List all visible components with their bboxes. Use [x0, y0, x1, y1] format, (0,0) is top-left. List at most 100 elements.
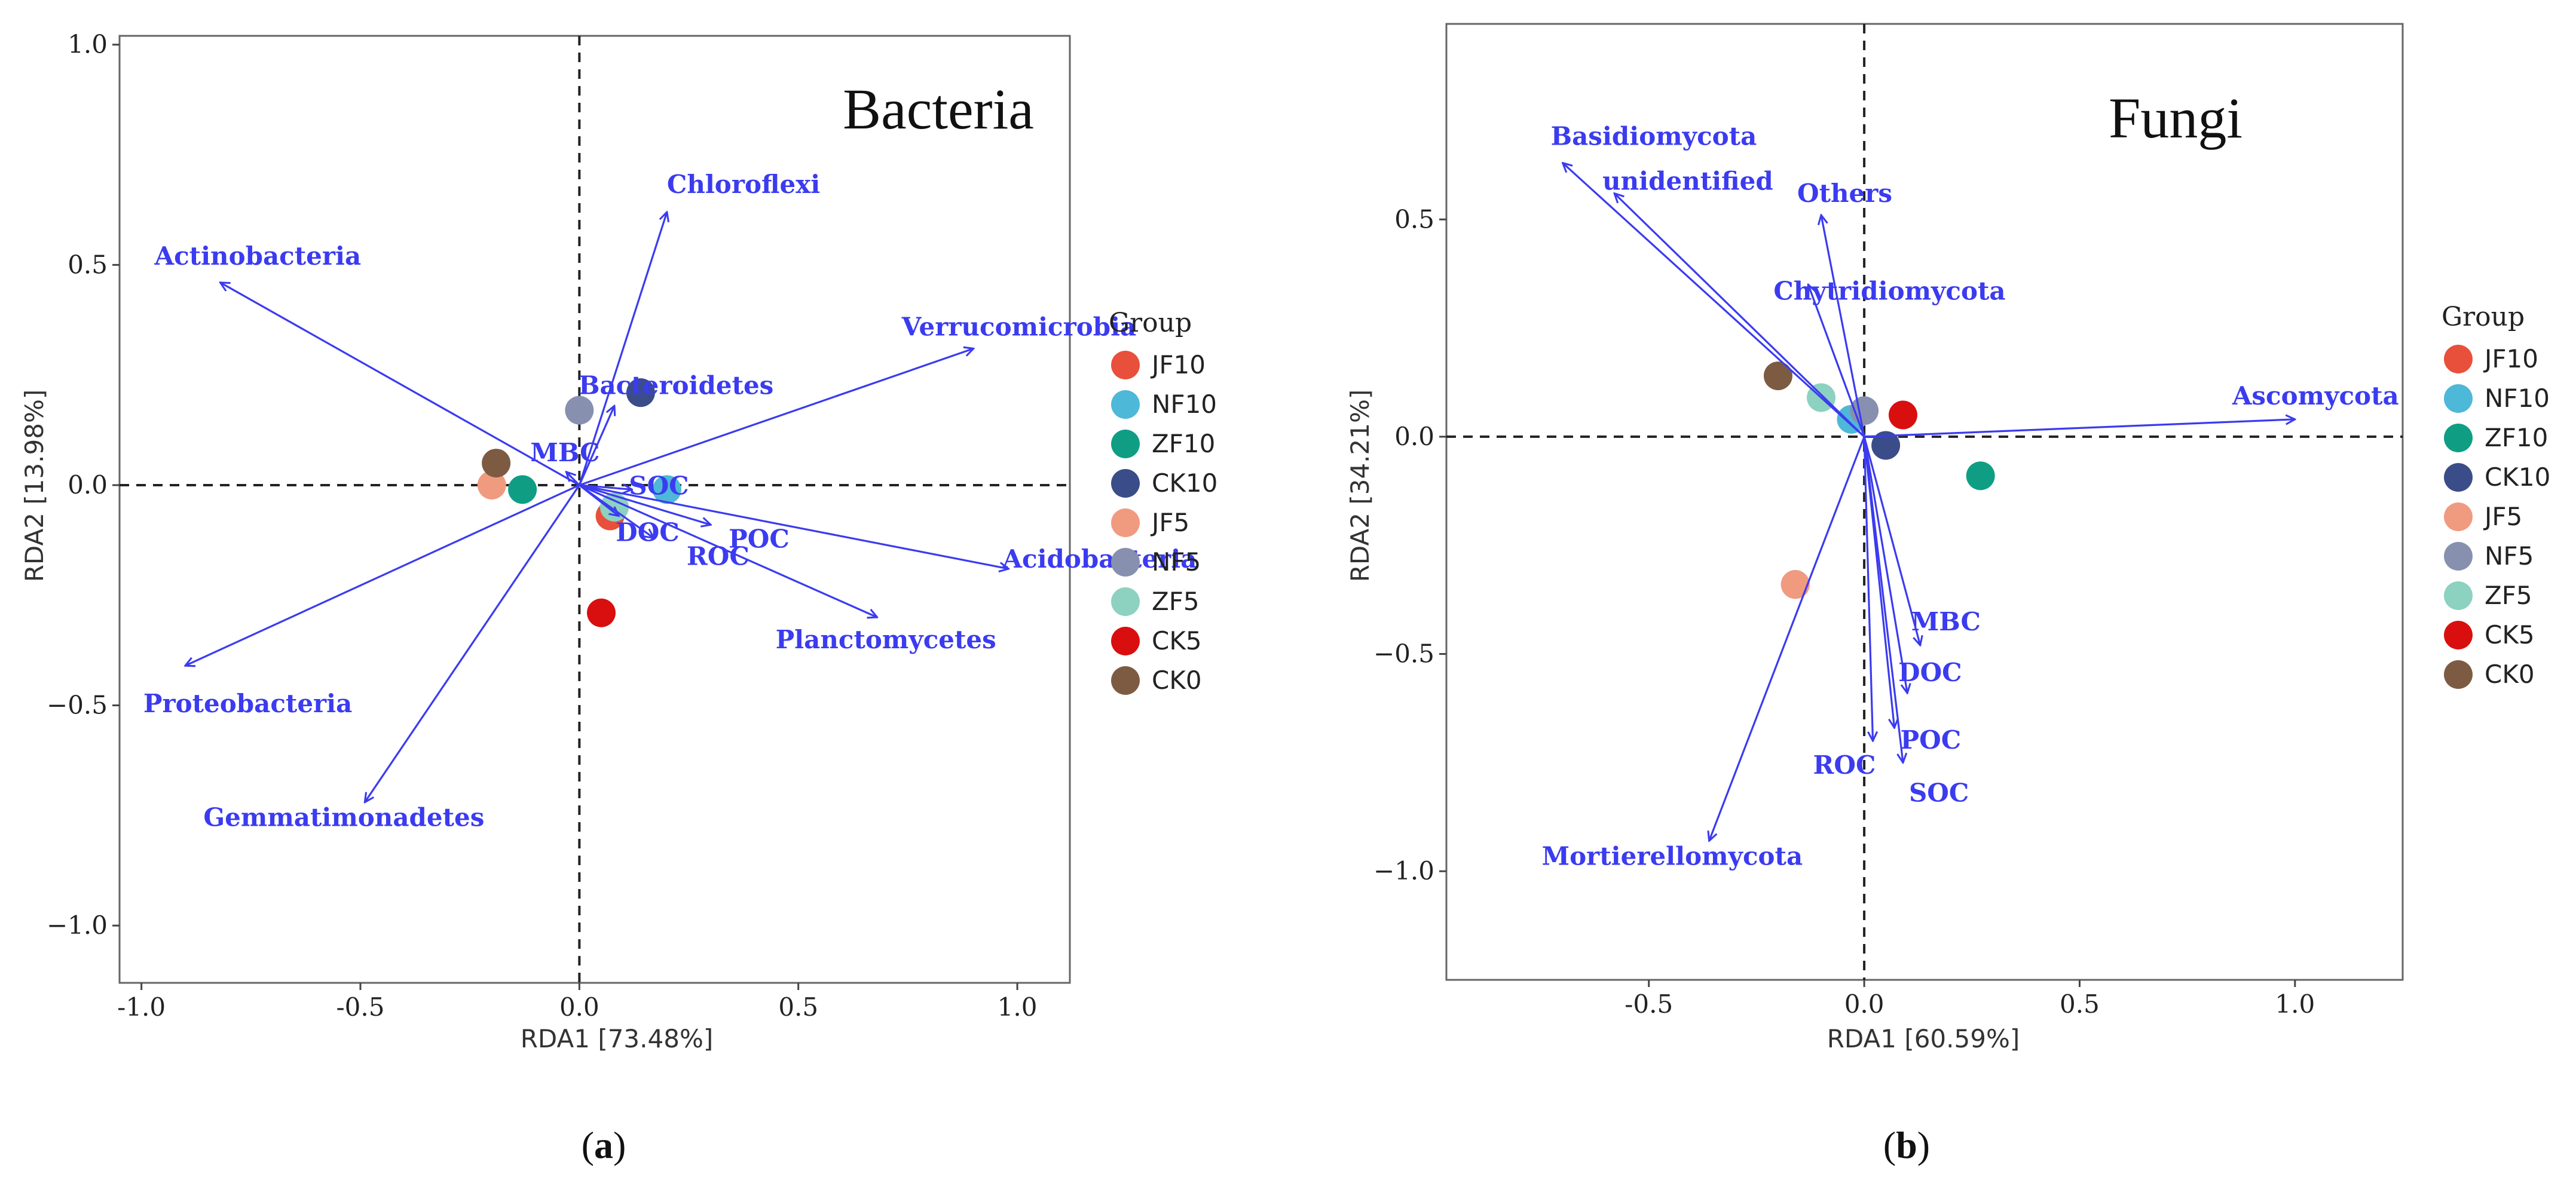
vector-label: Chytridiomycota [1773, 276, 2005, 305]
vector-label: unidentified [1602, 167, 1773, 196]
point-ck0 [482, 449, 511, 478]
legend-swatch [1111, 548, 1140, 577]
legend-swatch [1111, 430, 1140, 458]
point-zf10 [1966, 461, 1995, 491]
legend-label: NF5 [2485, 541, 2534, 571]
legend-label: CK0 [2485, 660, 2535, 689]
panel-caption-letter: a [594, 1124, 613, 1166]
y-tick-label: −0.5 [47, 691, 108, 720]
x-axis-title: RDA1 [60.59%] [1827, 1024, 2020, 1053]
point-nf10 [652, 475, 681, 504]
vector-arrow [1864, 419, 2295, 438]
x-tick-label: -0.5 [1624, 989, 1673, 1019]
legend-swatch [1111, 627, 1140, 655]
vector-label: Others [1797, 179, 1892, 208]
vector-arrow [365, 485, 580, 802]
y-axis-title: RDA2 [34.21%] [1345, 390, 1375, 583]
point-nf5 [565, 396, 594, 425]
vector-arrow [1709, 436, 1865, 841]
vector-arrow [579, 484, 654, 538]
vector-label: Proteobacteria [143, 689, 352, 718]
panel-caption: (a) [582, 1124, 626, 1166]
legend-swatch [2444, 463, 2473, 492]
legend-swatch [1111, 469, 1140, 498]
legend-swatch [1111, 587, 1140, 616]
legend-label: CK10 [2485, 462, 2550, 492]
x-tick-label: 0.0 [1844, 989, 1884, 1019]
legend-label: NF10 [2485, 384, 2550, 413]
legend-swatch [2444, 542, 2473, 571]
vector-label: Acidobacteria [1002, 544, 1197, 574]
vector-arrow [1614, 194, 1865, 438]
y-tick-label: 0.5 [68, 250, 108, 279]
point-jf5 [477, 470, 506, 499]
legend-label: JF10 [2483, 344, 2538, 373]
point-jf5 [1780, 570, 1810, 599]
legend-label: ZF5 [2485, 581, 2532, 610]
vector-label: Basidiomycota [1551, 122, 1757, 151]
y-tick-label: 0.0 [1394, 422, 1434, 451]
vector-arrow [1821, 215, 1865, 437]
legend-title: Group [1109, 308, 1192, 338]
vector-label: SOC [1909, 778, 1969, 807]
vector-arrow [185, 484, 580, 666]
vector-label: Planctomycetes [776, 625, 996, 654]
legend-label: CK5 [2485, 620, 2535, 649]
legend-swatch [2444, 424, 2473, 452]
legend-label: JF10 [1150, 350, 1206, 379]
vector-label: DOC [616, 518, 679, 547]
legend-label: CK5 [1152, 626, 1202, 655]
y-tick-label: −1.0 [1373, 856, 1434, 885]
vector-label: DOC [1898, 658, 1962, 687]
vector-label: MBC [1911, 607, 1981, 636]
y-tick-label: −0.5 [1373, 639, 1434, 669]
vector-label: Actinobacteria [154, 241, 362, 271]
legend-label: JF5 [1150, 508, 1189, 537]
legend-label: ZF10 [2485, 423, 2548, 452]
legend-swatch [2444, 345, 2473, 373]
vector-label: Mortierellomycota [1542, 841, 1803, 871]
plot-frame [1445, 23, 2404, 981]
legend-label: JF5 [2483, 502, 2522, 531]
vector-label: Bacteroidetes [579, 370, 773, 400]
vector-label: Chloroflexi [667, 170, 820, 199]
legend-swatch [2444, 660, 2473, 689]
x-axis-title: RDA1 [73.48%] [521, 1024, 714, 1053]
x-tick-label: -0.5 [336, 992, 384, 1022]
vector-arrow [221, 283, 580, 486]
vector-arrow [1863, 436, 1903, 762]
x-tick-label: 1.0 [2275, 989, 2315, 1019]
panel-title: Bacteria [843, 77, 1034, 141]
panel-caption: (b) [1883, 1124, 1930, 1166]
plot-frame [118, 35, 1071, 984]
legend-label: ZF5 [1152, 587, 1200, 616]
point-ck5 [1888, 400, 1917, 430]
legend-swatch [1111, 390, 1140, 419]
vector-arrow [566, 472, 580, 486]
point-ck0 [1763, 361, 1792, 391]
point-zf10 [508, 475, 537, 504]
panel-title: Fungi [2109, 86, 2242, 150]
vector-label: POC [729, 524, 790, 553]
vector-arrow [578, 212, 667, 486]
vector-arrow [1863, 436, 1907, 693]
fungi-rda-panel: RDA1 [60.59%] RDA2 [34.21%] (b) -0.5 0.0 0… [1345, 23, 2550, 1166]
bacteria-rda-panel: RDA1 [73.48%] RDA2 [13.98%] (a) -1.0 -0.5… [20, 30, 1217, 1166]
vector-label: MBC [530, 438, 599, 467]
vector-label: ROC [1813, 750, 1876, 780]
x-tick-label: 0.5 [2060, 989, 2100, 1019]
vector-arrow [578, 406, 614, 486]
legend-title: Group [2442, 302, 2525, 332]
legend-swatch [2444, 621, 2473, 649]
legend-swatch [1111, 666, 1140, 695]
vector-label: SOC [629, 471, 689, 500]
legend-swatch [2444, 384, 2473, 413]
y-tick-label: 0.0 [68, 470, 108, 499]
vector-label: POC [1901, 725, 1962, 755]
vector-label: Verrucomicrobia [901, 312, 1136, 341]
legend-swatch [1111, 508, 1140, 537]
x-tick-label: -1.0 [117, 992, 166, 1022]
vector-arrow [1863, 436, 1873, 741]
legend-swatch [1111, 351, 1140, 379]
